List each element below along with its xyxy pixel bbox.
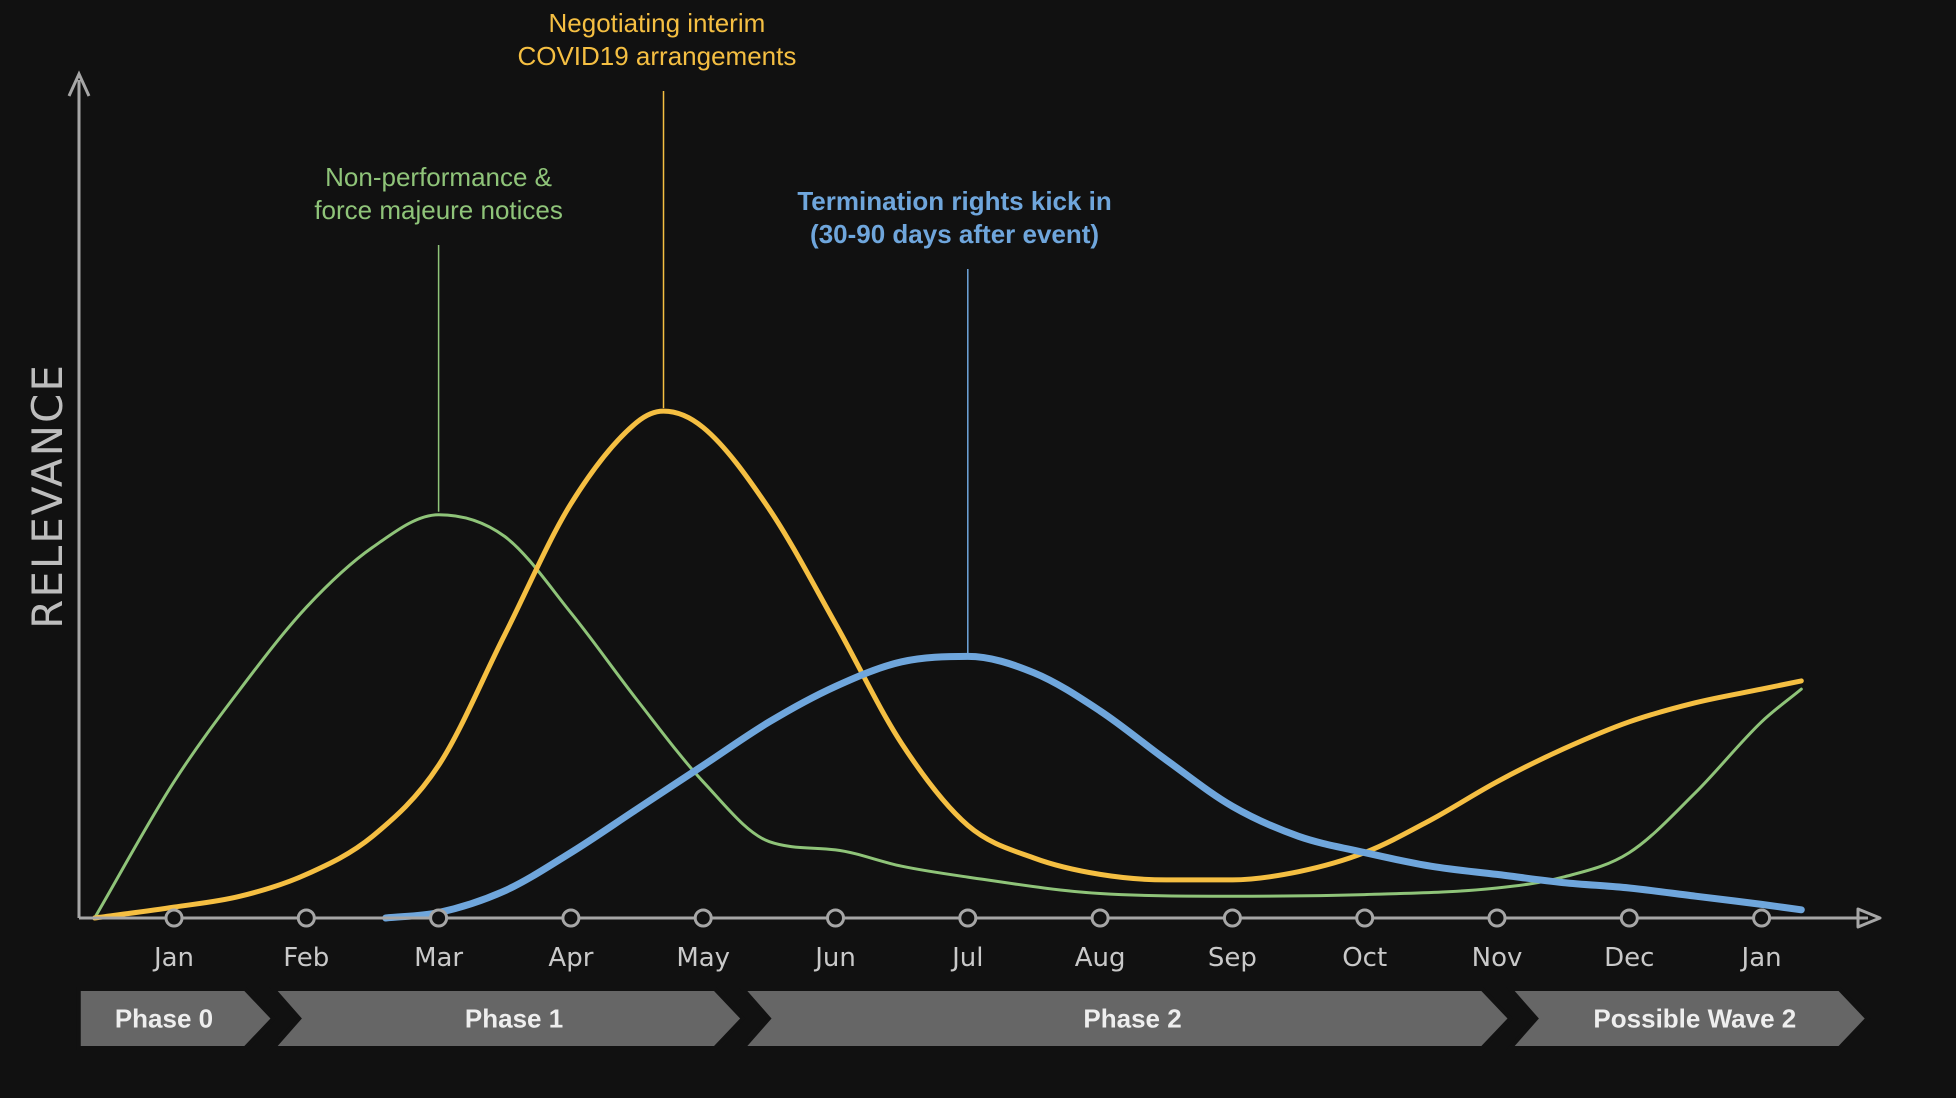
x-axis-ticks: Jan Feb Mar Apr May Jun Jul Aug Sep Oct Nov Dec Jan: [152, 908, 1782, 973]
series-line-0: [93, 513, 1803, 920]
x-tick-label: Jul: [950, 943, 983, 973]
x-tick-label: Apr: [548, 943, 593, 973]
phase-band: Phase 0 Phase 1 Phase 2 Possible Wave 2: [76, 987, 1871, 1050]
phase-chevron: [268, 987, 746, 1050]
x-tick-label: Oct: [1342, 943, 1387, 973]
x-tick-marker: [1487, 908, 1507, 928]
y-axis-arrow-icon: [67, 70, 91, 97]
x-tick-label: May: [676, 943, 730, 973]
annotations: Non-performance &force majeure notices Ne…: [314, 8, 1112, 654]
annotation-text: COVID19 arrangements: [517, 41, 796, 71]
x-tick-label: Aug: [1075, 943, 1126, 973]
x-tick-marker: [958, 908, 978, 928]
x-tick-marker: [1752, 908, 1772, 928]
annotation-text: Termination rights kick in: [797, 186, 1111, 216]
annotation-text: Negotiating interim: [549, 8, 766, 38]
phase-label: Phase 1: [465, 1004, 563, 1034]
y-axis-label: RELEVANCE: [23, 363, 72, 629]
x-tick-marker: [164, 908, 184, 928]
x-tick-label: Sep: [1208, 943, 1257, 973]
annotation-text: Non-performance &: [325, 162, 552, 192]
x-tick-marker: [1355, 908, 1375, 928]
phase-label: Phase 2: [1083, 1004, 1181, 1034]
x-tick-marker: [296, 908, 316, 928]
x-tick-label: Jun: [813, 943, 856, 973]
phase-chevron: [738, 987, 1513, 1050]
x-tick-label: Dec: [1604, 943, 1654, 973]
x-tick-label: Feb: [283, 943, 329, 973]
annotation-text: force majeure notices: [314, 195, 563, 225]
phase-chevron: [76, 987, 276, 1050]
x-tick-label: Jan: [152, 943, 194, 973]
series-line-2: [382, 652, 1805, 922]
phase-label: Possible Wave 2: [1593, 1004, 1796, 1034]
x-tick-marker: [561, 908, 581, 928]
phase-label: Phase 0: [115, 1004, 213, 1034]
x-tick-marker: [429, 908, 449, 928]
series-layer: [92, 408, 1805, 922]
phase-chevron: [1505, 987, 1871, 1050]
x-tick-marker: [1222, 908, 1242, 928]
x-tick-marker: [693, 908, 713, 928]
annotation-text: (30-90 days after event): [810, 219, 1099, 249]
x-axis-arrow-icon: [1856, 907, 1882, 929]
x-tick-marker: [1090, 908, 1110, 928]
x-tick-marker: [826, 908, 845, 928]
x-tick-label: Jan: [1740, 943, 1782, 973]
x-tick-label: Mar: [414, 943, 463, 973]
series-line-1: [92, 408, 1804, 921]
x-tick-label: Nov: [1472, 943, 1523, 973]
x-tick-marker: [1619, 908, 1639, 928]
